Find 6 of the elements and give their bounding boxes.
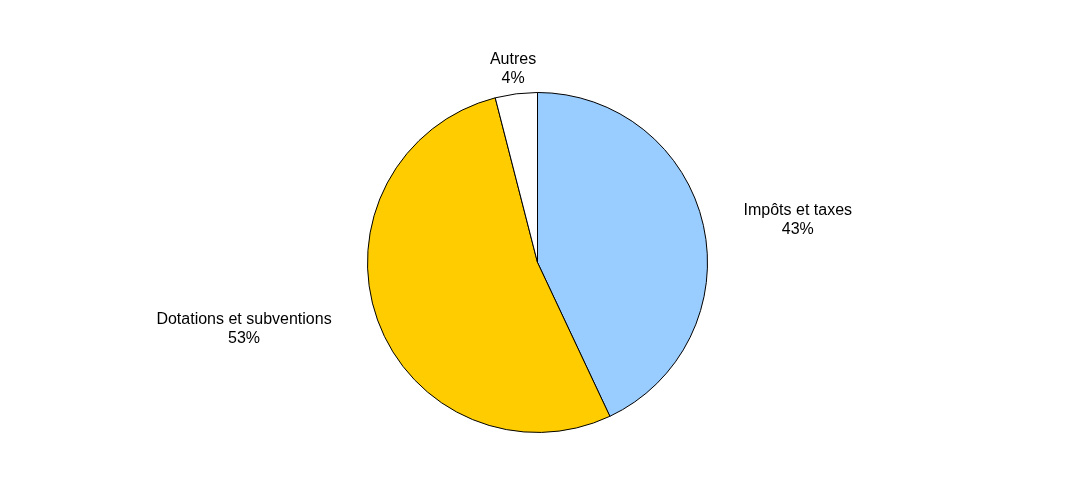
data-label: 4% [501,69,525,87]
data-label: 53% [228,328,261,346]
slice-label: Dotations et subventions [156,309,332,327]
slice-label: Autres [489,50,537,68]
slice-label: Impôts et taxes [743,201,853,219]
data-label: 43% [781,220,814,238]
